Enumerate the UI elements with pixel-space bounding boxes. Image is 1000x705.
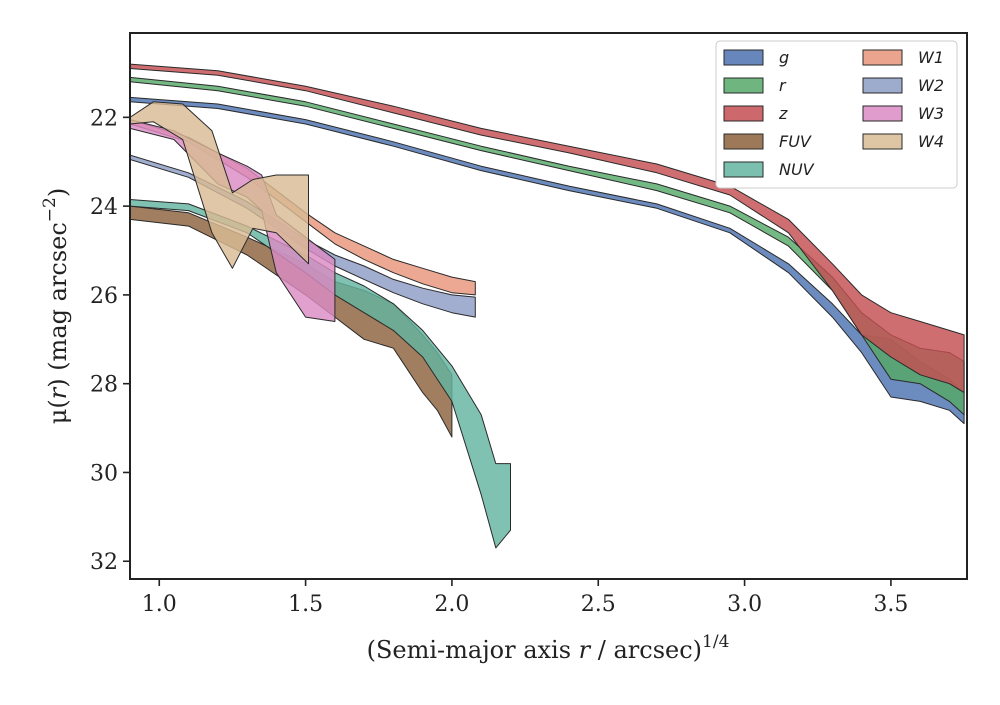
legend-swatch-fuv <box>723 133 764 150</box>
legend-swatch-r <box>723 77 764 94</box>
y-axis-label: μ(r) (mag arcsec−2) <box>40 188 72 425</box>
legend-swatch-w1 <box>862 49 903 66</box>
legend-swatch-g <box>723 49 764 66</box>
legend-swatch-nuv <box>723 161 764 178</box>
y-axis-label-close: ) <box>44 188 72 197</box>
x-axis-label-tail: / arcsec) <box>590 636 702 664</box>
x-tick-label: 3.0 <box>727 592 762 617</box>
legend: grz FUV NUV W1 W2 W3 W4 <box>715 40 958 189</box>
plot-frame <box>129 32 968 580</box>
legend-swatch-w4 <box>862 133 903 150</box>
x-tick-label: 1.0 <box>142 592 177 617</box>
x-tick-label: 3.5 <box>873 592 908 617</box>
series-layer <box>130 63 965 549</box>
y-axis-label-var: r <box>44 386 72 399</box>
y-tick-label: 28 <box>90 373 118 398</box>
legend-label-nuv: NUV <box>779 160 815 179</box>
y-tick-label: 22 <box>90 106 118 131</box>
legend-label-r: r <box>779 76 787 95</box>
x-axis-label-exp: 1/4 <box>702 632 729 652</box>
y-tick-label: 24 <box>90 195 118 220</box>
series-band-z <box>130 63 965 394</box>
legend-label-w4: W4 <box>918 132 944 151</box>
legend-label-z: z <box>778 104 788 123</box>
series-band-r <box>130 76 965 416</box>
ticks-layer: 1.0 1.5 2.0 2.5 3.0 3.5 22 24 26 28 30 32 <box>90 106 908 617</box>
x-axis-label: (Semi-major axis r / arcsec)1/4 <box>367 632 730 664</box>
series-band-w4 <box>130 101 309 269</box>
y-tick-label: 30 <box>90 461 118 486</box>
y-axis-label-main: μ( <box>44 399 72 424</box>
series-band-g <box>130 96 965 425</box>
x-axis-label-main: (Semi-major axis <box>367 636 579 664</box>
legend-label-g: g <box>779 48 789 67</box>
legend-label-w1: W1 <box>918 48 944 67</box>
x-axis-label-var: r <box>579 636 592 664</box>
y-axis-label-exp: −2 <box>40 197 60 222</box>
legend-swatch-z <box>723 105 764 122</box>
legend-items: grz FUV NUV W1 W2 W3 W4 <box>723 48 944 179</box>
y-axis-label-tail: ) (mag arcsec <box>44 222 72 388</box>
x-tick-label: 1.5 <box>288 592 323 617</box>
legend-swatch-w3 <box>862 105 903 122</box>
x-tick-label: 2.0 <box>434 592 469 617</box>
y-tick-label: 26 <box>90 284 118 309</box>
legend-label-fuv: FUV <box>779 132 812 151</box>
y-tick-label: 32 <box>90 550 118 575</box>
legend-label-w3: W3 <box>918 104 944 123</box>
legend-swatch-w2 <box>862 77 903 94</box>
x-tick-label: 2.5 <box>581 592 616 617</box>
legend-label-w2: W2 <box>918 76 944 95</box>
